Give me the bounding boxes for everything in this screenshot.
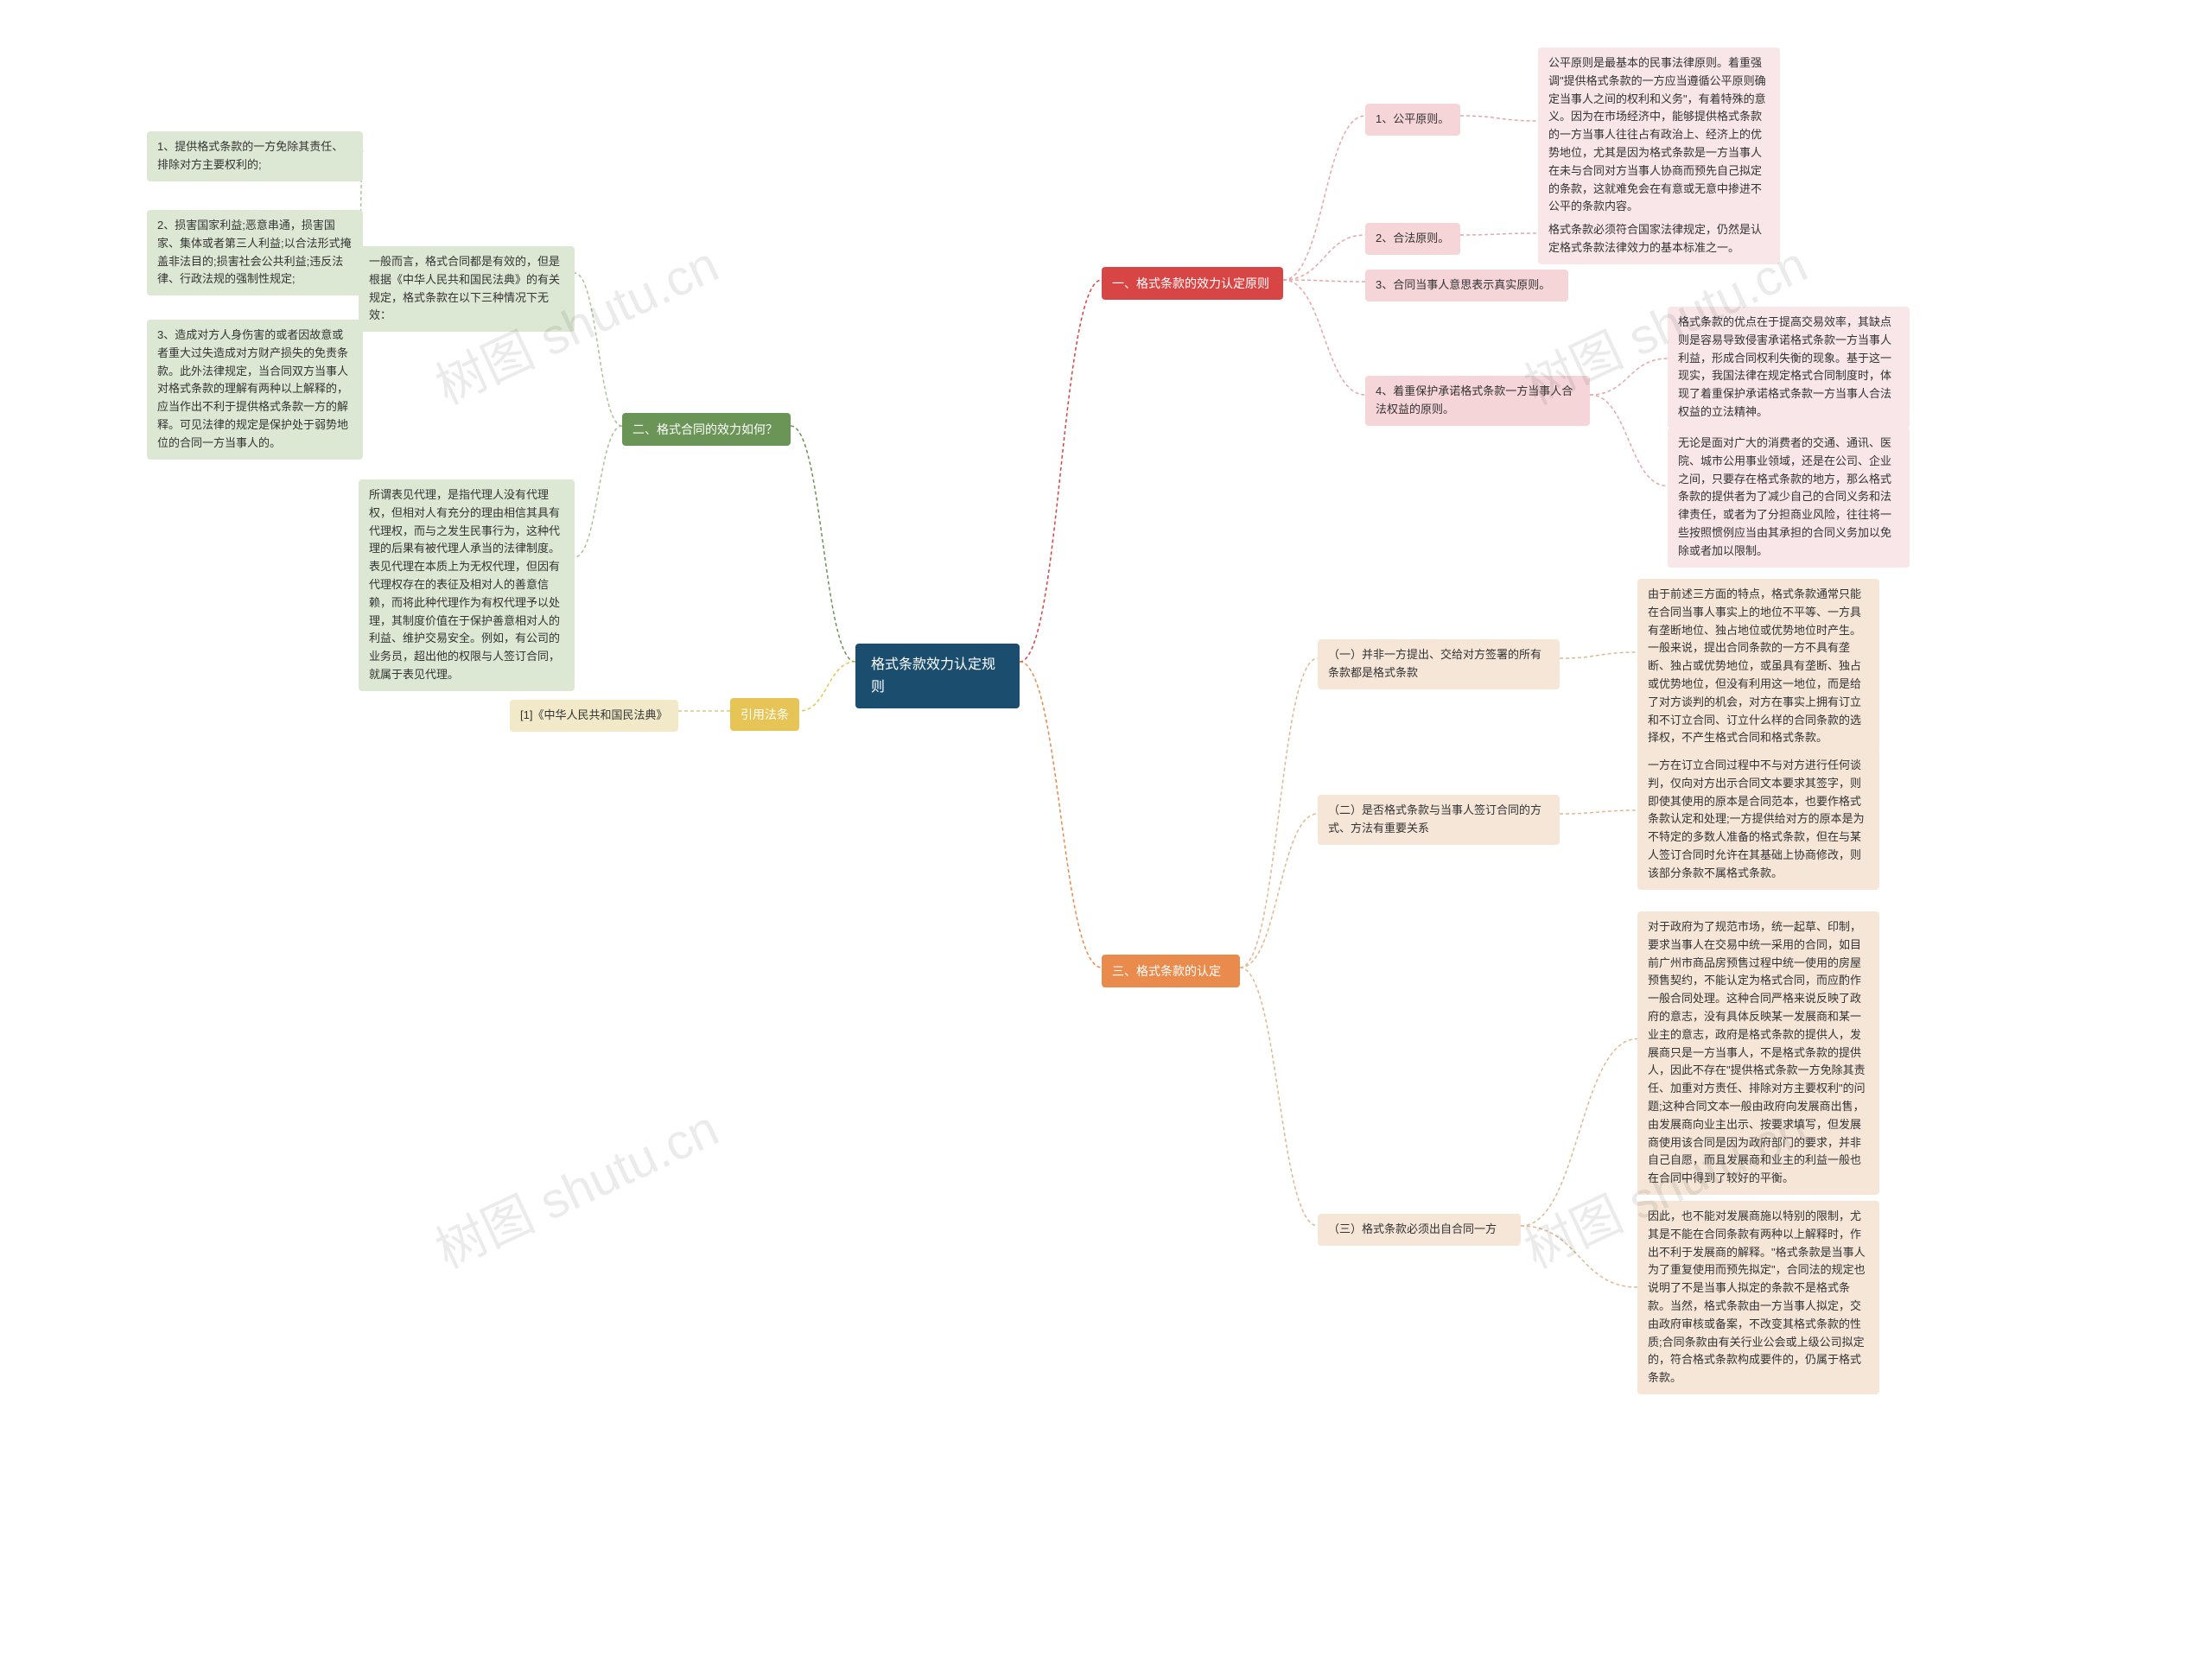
- node-b3_1_t: 由于前述三方面的特点，格式条款通常只能在合同当事人事实上的地位不平等、一方具有垄…: [1637, 579, 1879, 754]
- edge-6: [1283, 280, 1365, 282]
- node-b4: 引用法条: [730, 698, 799, 731]
- edge-10: [1590, 359, 1668, 395]
- node-b1_4_t2: 无论是面对广大的消费者的交通、通讯、医院、城市公用事业领域，还是在公司、企业之间…: [1668, 428, 1910, 568]
- edge-13: [1240, 814, 1318, 968]
- node-b1_4_t1: 格式条款的优点在于提高交易效率，其缺点则是容易导致侵害承诺格式条款一方当事人利益…: [1668, 307, 1910, 428]
- edge-11: [1590, 395, 1668, 486]
- edge-16: [1560, 810, 1637, 814]
- edge-7: [1283, 280, 1365, 395]
- edge-4: [1283, 116, 1365, 280]
- node-b1_1_t: 公平原则是最基本的民事法律原则。着重强调"提供格式条款的一方应当遵循公平原则确定…: [1538, 48, 1780, 223]
- edge-19: [575, 273, 622, 426]
- node-b2a: 一般而言，格式合同都是有效的，但是根据《中华人民共和国民法典》的有关规定，格式条…: [359, 246, 575, 332]
- node-b1_2_t: 格式条款必须符合国家法律规定，仍然是认定格式条款法律效力的基本标准之一。: [1538, 214, 1780, 264]
- node-b3_1: （一）并非一方提出、交给对方签署的所有条款都是格式条款: [1318, 639, 1560, 689]
- node-b2a_3: 3、造成对方人身伤害的或者因故意或者重大过失造成对方财产损失的免责条款。此外法律…: [147, 320, 363, 460]
- node-b1_1: 1、公平原则。: [1365, 104, 1460, 136]
- edge-14: [1240, 968, 1318, 1226]
- watermark-2: 树图 shutu.cn: [423, 1089, 728, 1283]
- node-b2a_2: 2、损害国家利益;恶意串通，损害国家、集体或者第三人利益;以合法形式掩盖非法目的…: [147, 210, 363, 295]
- edge-2: [791, 426, 855, 662]
- edge-9: [1460, 233, 1538, 235]
- node-root: 格式条款效力认定规则: [855, 644, 1020, 708]
- node-b1_4: 4、着重保护承诺格式条款一方当事人合法权益的原则。: [1365, 376, 1590, 426]
- edge-20: [575, 426, 622, 557]
- node-b3_2: （二）是否格式条款与当事人签订合同的方式、方法有重要关系: [1318, 795, 1560, 845]
- node-b3_2_t: 一方在订立合同过程中不与对方进行任何谈判，仅向对方出示合同文本要求其签字，则即使…: [1637, 750, 1879, 890]
- node-b3_3: （三）格式条款必须出自合同一方: [1318, 1214, 1521, 1246]
- edge-1: [1020, 662, 1102, 968]
- edge-0: [1020, 280, 1102, 662]
- node-b3: 三、格式条款的认定: [1102, 955, 1240, 987]
- node-b1_2: 2、合法原则。: [1365, 223, 1460, 255]
- node-b3_3_t2: 因此，也不能对发展商施以特别的限制，尤其是不能在合同条款有两种以上解释时，作出不…: [1637, 1201, 1879, 1394]
- node-b3_3_t1: 对于政府为了规范市场，统一起草、印制，要求当事人在交易中统一采用的合同，如目前广…: [1637, 911, 1879, 1195]
- edge-3: [799, 662, 855, 711]
- edge-18: [1521, 1226, 1637, 1287]
- edge-8: [1460, 116, 1538, 121]
- node-b4_1: [1]《中华人民共和国民法典》: [510, 700, 678, 732]
- edge-15: [1560, 652, 1637, 658]
- edge-12: [1240, 658, 1318, 968]
- node-b2b: 所谓表见代理，是指代理人没有代理权，但相对人有充分的理由相信其具有代理权，而与之…: [359, 479, 575, 691]
- node-b1: 一、格式条款的效力认定原则: [1102, 267, 1283, 300]
- node-b2a_1: 1、提供格式条款的一方免除其责任、排除对方主要权利的;: [147, 131, 363, 181]
- node-b2: 二、格式合同的效力如何？: [622, 413, 791, 446]
- edge-17: [1521, 1039, 1637, 1227]
- edge-5: [1283, 235, 1365, 280]
- node-b1_3: 3、合同当事人意思表示真实原则。: [1365, 270, 1568, 301]
